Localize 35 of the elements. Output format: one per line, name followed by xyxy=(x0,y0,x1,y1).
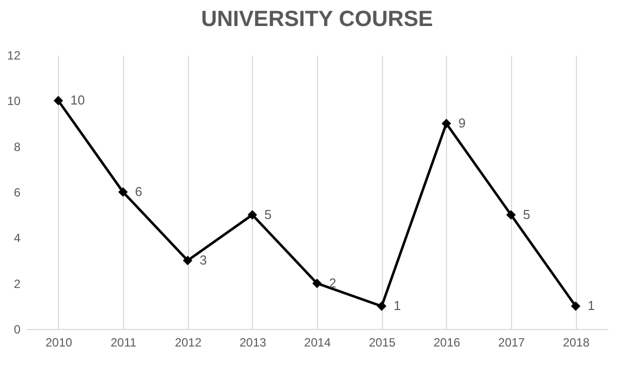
x-tick-label: 2010 xyxy=(45,336,73,350)
data-label: 3 xyxy=(200,252,207,268)
x-tick-label: 2015 xyxy=(368,336,396,350)
x-tick-label: 2012 xyxy=(174,336,202,350)
x-tick-label: 2011 xyxy=(110,336,137,350)
data-label: 5 xyxy=(523,206,530,222)
data-label: 9 xyxy=(458,116,466,130)
point xyxy=(506,210,516,220)
point xyxy=(118,187,128,197)
data-label: 5 xyxy=(264,206,272,222)
y-tick-label: 10 xyxy=(7,94,21,108)
x-tick-label: 2013 xyxy=(239,336,267,350)
x-tick-label: 2016 xyxy=(433,336,461,350)
x-tick-label: 2018 xyxy=(562,336,590,350)
data-label: 2 xyxy=(329,275,336,290)
point xyxy=(248,210,258,220)
point xyxy=(312,278,322,288)
point xyxy=(182,256,192,266)
data-label: 10 xyxy=(70,92,85,108)
y-tick-label: 4 xyxy=(14,231,21,246)
point xyxy=(570,301,580,311)
point xyxy=(442,118,452,128)
x-tick-label: 2017 xyxy=(498,336,526,350)
x-tick-label: 2014 xyxy=(304,336,332,350)
data-label: 6 xyxy=(135,184,142,199)
y-tick-label: 6 xyxy=(14,186,21,200)
y-tick-label: 12 xyxy=(7,48,21,62)
y-tick-label: 8 xyxy=(14,140,21,154)
point xyxy=(376,301,386,311)
point xyxy=(54,96,64,106)
chart-title: UNIVERSITY COURSE xyxy=(201,6,433,31)
data-label: 1 xyxy=(588,298,595,314)
y-tick-label: 2 xyxy=(14,276,21,291)
y-tick-label: 0 xyxy=(14,322,21,336)
data-label: 1 xyxy=(394,298,401,314)
